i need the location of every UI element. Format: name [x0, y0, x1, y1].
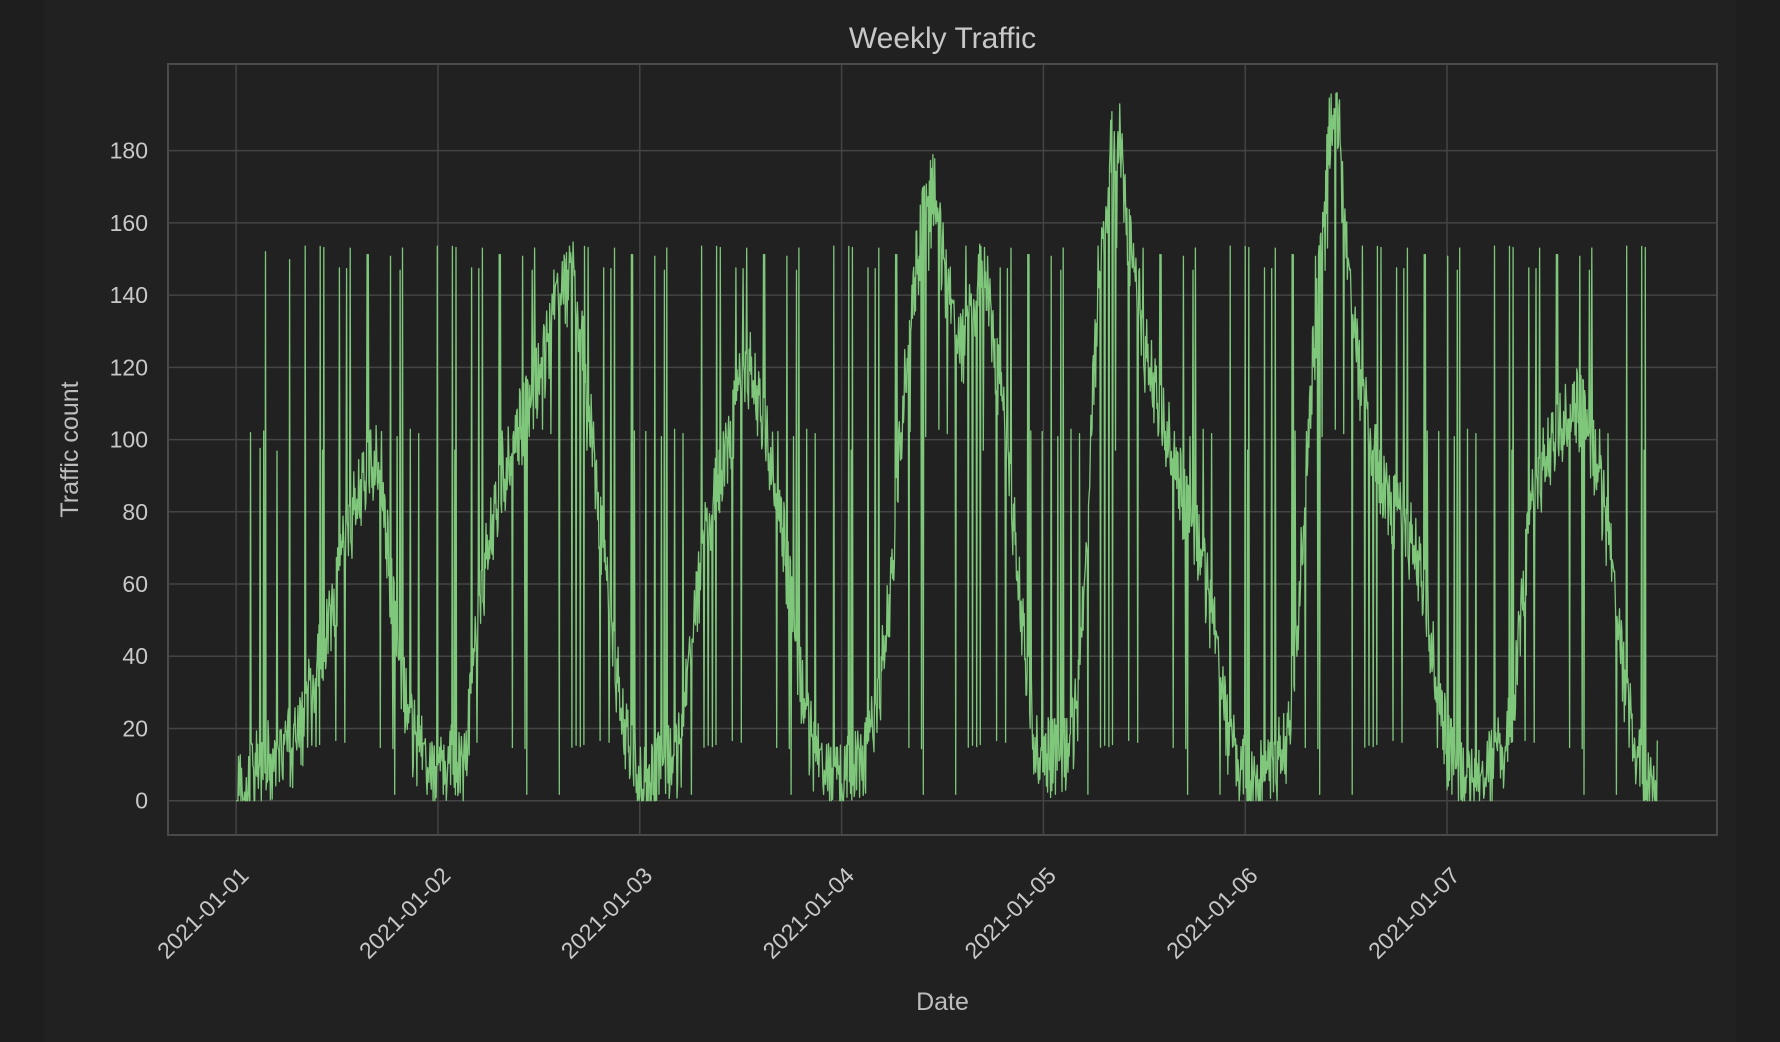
y-axis-label: Traffic count: [56, 381, 84, 517]
series-layer: [236, 92, 1658, 802]
y-tick-label: 140: [110, 282, 148, 308]
x-tick-label: 2021-01-03: [556, 862, 658, 964]
x-tick-label: 2021-01-07: [1363, 862, 1465, 964]
x-tick-label: 2021-01-05: [959, 862, 1061, 964]
y-tick-label: 40: [122, 643, 148, 669]
x-tick-label: 2021-01-04: [758, 862, 860, 964]
x-axis-label: Date: [916, 988, 969, 1016]
y-tick-label: 120: [110, 354, 148, 380]
chart-figure: 0 20 40 60 80 100 120 140 160 180 2021-01-01 2021-…: [44, 0, 1736, 1042]
x-tick-label: 2021-01-02: [354, 862, 456, 964]
x-tick-label: 2021-01-06: [1161, 862, 1263, 964]
y-tick-labels: 0 20 40 60 80 100 120 140 160 180: [110, 138, 148, 814]
series-line-0: [236, 92, 1658, 802]
y-tick-label: 180: [110, 138, 148, 164]
x-tick-labels: 2021-01-01 2021-01-02 2021-01-03 2021-01-04…: [152, 862, 1465, 964]
y-tick-label: 100: [110, 427, 148, 453]
y-tick-label: 60: [122, 571, 148, 597]
y-tick-label: 80: [122, 499, 148, 525]
x-tick-label: 2021-01-01: [152, 862, 254, 964]
y-tick-label: 160: [110, 210, 148, 236]
grid-layer: [168, 64, 1717, 835]
y-tick-label: 0: [135, 788, 148, 814]
chart-title: Weekly Traffic: [849, 22, 1036, 55]
plot-frame: [167, 63, 1718, 836]
y-tick-label: 20: [122, 715, 148, 741]
